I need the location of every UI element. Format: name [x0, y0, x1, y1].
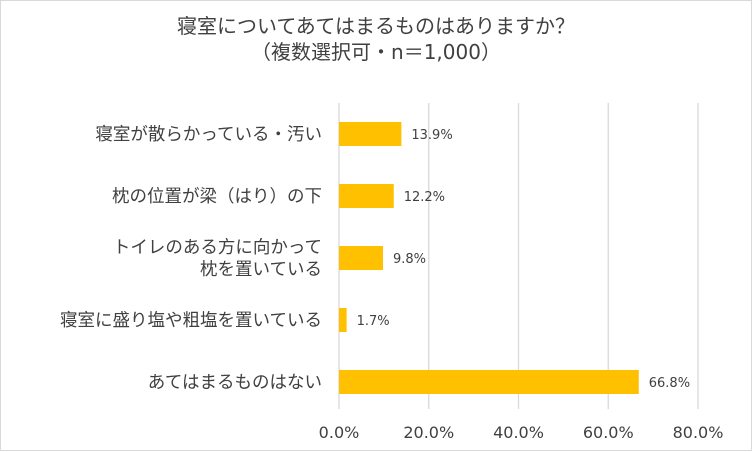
value-label-0: 13.9%	[411, 128, 452, 143]
x-tick-label-3: 60.0%	[583, 423, 634, 442]
chart-subtitle: （複数選択可・n＝1,000）	[251, 40, 501, 64]
category-label-2-line-0: トイレのある方に向かって	[113, 238, 322, 258]
bar-0	[339, 122, 402, 146]
x-tick-label-2: 40.0%	[493, 423, 544, 442]
bar-4	[339, 370, 639, 394]
x-tick-label-0: 0.0%	[319, 423, 360, 442]
value-label-1: 12.2%	[404, 190, 445, 205]
chart-title-block: 寝室についてあてはまるものはありますか？ （複数選択可・n＝1,000）	[1, 13, 751, 65]
value-label-2: 9.8%	[393, 252, 426, 267]
category-label-1: 枕の位置が梁（はり）の下	[112, 187, 322, 207]
category-label-0: 寝室が散らかっている・汚い	[95, 125, 322, 145]
x-tick-label-1: 20.0%	[403, 423, 454, 442]
chart-title: 寝室についてあてはまるものはありますか？	[177, 14, 575, 38]
category-label-3: 寝室に盛り塩や粗塩を置いている	[60, 311, 322, 331]
bar-1	[339, 184, 394, 208]
bar-3	[339, 308, 347, 332]
value-label-3: 1.7%	[357, 314, 390, 329]
value-label-4: 66.8%	[649, 376, 690, 391]
category-label-2-line-1: 枕を置いている	[200, 260, 322, 280]
bar-2	[339, 246, 383, 270]
category-label-4: あてはまるものはない	[148, 373, 322, 393]
x-tick-label-4: 80.0%	[673, 423, 724, 442]
